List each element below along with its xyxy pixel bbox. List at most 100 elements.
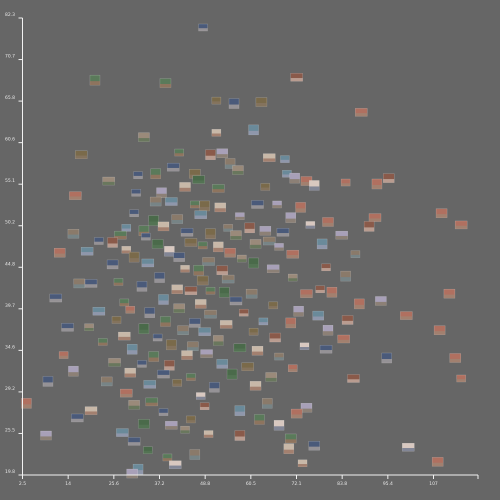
thumbnail-marker[interactable] (308, 441, 320, 451)
thumbnail-marker[interactable] (213, 335, 224, 346)
thumbnail-marker[interactable] (443, 288, 456, 299)
thumbnail-marker[interactable] (431, 457, 444, 467)
thumbnail-marker[interactable] (224, 248, 236, 258)
thumbnail-marker[interactable] (375, 296, 387, 306)
thumbnail-marker[interactable] (184, 238, 198, 247)
thumbnail-marker[interactable] (158, 408, 169, 416)
thumbnail-marker[interactable] (341, 315, 354, 325)
thumbnail-marker[interactable] (245, 288, 258, 299)
thumbnail-marker[interactable] (131, 189, 141, 197)
thumbnail-marker[interactable] (138, 323, 150, 334)
thumbnail-marker[interactable] (128, 400, 140, 410)
thumbnail-marker[interactable] (152, 333, 163, 342)
thumbnail-marker[interactable] (158, 294, 169, 305)
thumbnail-marker[interactable] (164, 360, 175, 371)
thumbnail-marker[interactable] (173, 303, 185, 313)
thumbnail-marker[interactable] (276, 228, 290, 237)
thumbnail-marker[interactable] (286, 249, 299, 259)
thumbnail-marker[interactable] (265, 372, 277, 382)
thumbnail-marker[interactable] (248, 257, 259, 269)
thumbnail-marker[interactable] (162, 453, 173, 462)
thumbnail-marker[interactable] (198, 327, 211, 336)
thumbnail-marker[interactable] (209, 382, 220, 393)
thumbnail-marker[interactable] (371, 178, 383, 190)
thumbnail-marker[interactable] (197, 241, 208, 250)
thumbnail-marker[interactable] (84, 323, 94, 331)
thumbnail-marker[interactable] (189, 318, 201, 328)
thumbnail-marker[interactable] (149, 196, 162, 207)
thumbnail-marker[interactable] (196, 392, 206, 400)
thumbnail-marker[interactable] (355, 108, 368, 117)
thumbnail-marker[interactable] (199, 200, 210, 212)
thumbnail-marker[interactable] (98, 338, 108, 346)
thumbnail-marker[interactable] (167, 162, 180, 172)
thumbnail-marker[interactable] (248, 124, 259, 136)
thumbnail-marker[interactable] (121, 224, 131, 232)
thumbnail-marker[interactable] (449, 353, 461, 363)
thumbnail-marker[interactable] (354, 298, 365, 310)
thumbnail-marker[interactable] (285, 212, 296, 223)
thumbnail-marker[interactable] (101, 376, 113, 387)
thumbnail-marker[interactable] (80, 247, 94, 256)
thumbnail-marker[interactable] (274, 352, 284, 361)
thumbnail-marker[interactable] (251, 345, 264, 356)
thumbnail-marker[interactable] (216, 359, 228, 369)
thumbnail-marker[interactable] (221, 274, 235, 284)
thumbnail-marker[interactable] (114, 230, 127, 240)
thumbnail-marker[interactable] (249, 239, 262, 249)
thumbnail-marker[interactable] (260, 183, 271, 191)
thumbnail-marker[interactable] (368, 213, 382, 222)
thumbnail-marker[interactable] (326, 287, 338, 298)
thumbnail-marker[interactable] (216, 148, 228, 158)
thumbnail-marker[interactable] (174, 148, 184, 157)
thumbnail-marker[interactable] (89, 74, 101, 86)
thumbnail-marker[interactable] (128, 251, 140, 263)
thumbnail-marker[interactable] (363, 221, 375, 232)
thumbnail-marker[interactable] (283, 443, 295, 454)
thumbnail-marker[interactable] (173, 252, 185, 262)
thumbnail-marker[interactable] (127, 437, 141, 446)
thumbnail-marker[interactable] (315, 285, 325, 293)
thumbnail-marker[interactable] (337, 334, 350, 344)
thumbnail-marker[interactable] (194, 210, 207, 219)
thumbnail-marker[interactable] (113, 278, 124, 286)
thumbnail-marker[interactable] (133, 171, 143, 179)
thumbnail-marker[interactable] (400, 311, 413, 320)
thumbnail-marker[interactable] (263, 153, 276, 162)
thumbnail-marker[interactable] (300, 289, 313, 298)
thumbnail-marker[interactable] (288, 273, 298, 282)
thumbnail-marker[interactable] (259, 226, 272, 236)
thumbnail-marker[interactable] (180, 228, 194, 237)
thumbnail-marker[interactable] (249, 381, 262, 391)
thumbnail-marker[interactable] (285, 433, 297, 444)
thumbnail-marker[interactable] (290, 408, 303, 419)
thumbnail-marker[interactable] (205, 149, 216, 160)
thumbnail-marker[interactable] (119, 298, 130, 307)
thumbnail-marker[interactable] (274, 243, 284, 251)
thumbnail-marker[interactable] (335, 230, 348, 240)
thumbnail-marker[interactable] (102, 176, 115, 186)
thumbnail-marker[interactable] (280, 155, 290, 163)
thumbnail-marker[interactable] (75, 150, 88, 159)
thumbnail-marker[interactable] (120, 388, 133, 398)
thumbnail-marker[interactable] (111, 316, 122, 324)
thumbnail-marker[interactable] (144, 307, 155, 318)
thumbnail-marker[interactable] (129, 209, 139, 217)
thumbnail-marker[interactable] (69, 191, 82, 200)
thumbnail-marker[interactable] (107, 237, 118, 248)
thumbnail-marker[interactable] (198, 23, 208, 32)
thumbnail-marker[interactable] (54, 248, 66, 258)
thumbnail-marker[interactable] (262, 398, 273, 409)
thumbnail-marker[interactable] (204, 309, 217, 319)
thumbnail-marker[interactable] (125, 306, 135, 314)
thumbnail-marker[interactable] (195, 299, 207, 309)
thumbnail-marker[interactable] (192, 175, 205, 184)
thumbnail-marker[interactable] (234, 405, 246, 416)
thumbnail-marker[interactable] (228, 98, 240, 109)
thumbnail-marker[interactable] (214, 202, 226, 213)
thumbnail-marker[interactable] (138, 132, 150, 142)
thumbnail-marker[interactable] (269, 332, 281, 343)
thumbnail-marker[interactable] (350, 250, 361, 258)
thumbnail-marker[interactable] (189, 449, 201, 460)
thumbnail-marker[interactable] (268, 301, 278, 310)
